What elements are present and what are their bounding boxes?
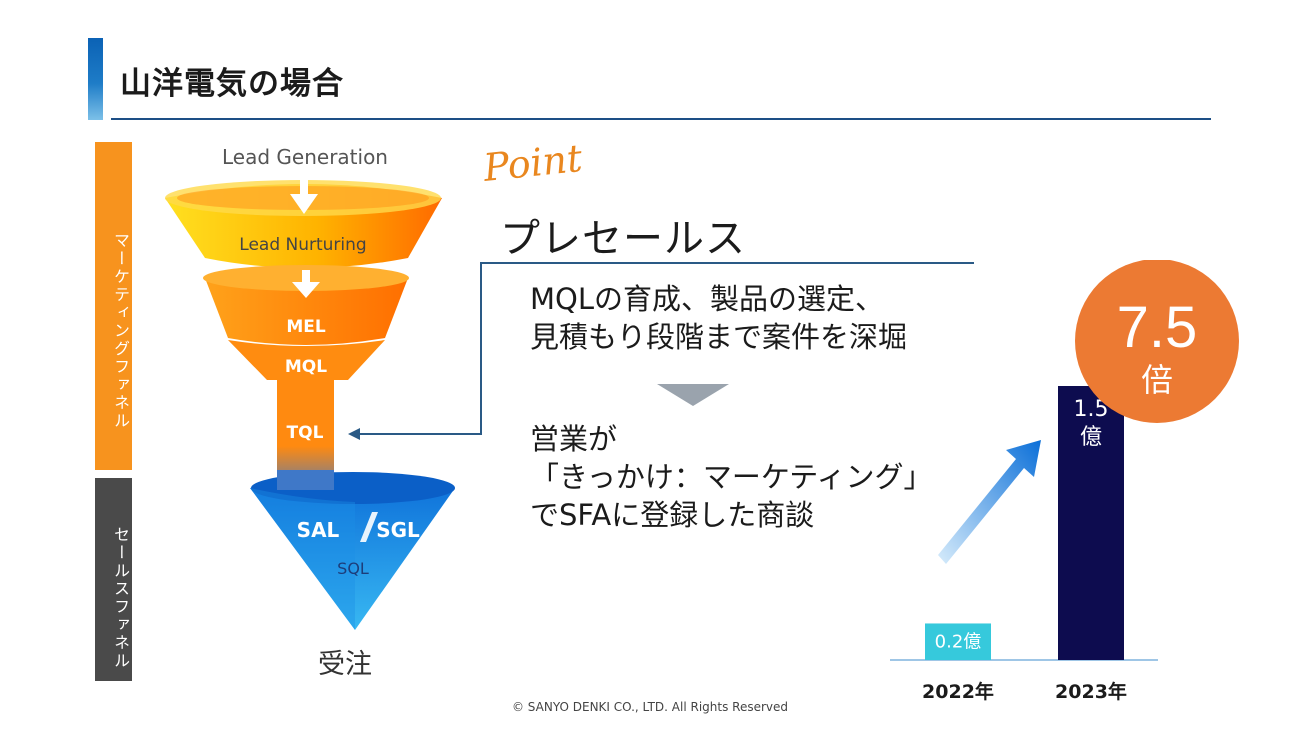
- funnel-sql-label: SQL: [337, 559, 369, 578]
- multiplier-unit: 倍: [1141, 361, 1173, 399]
- bar-2022年: [925, 623, 991, 660]
- description-line: MQLの育成、製品の選定、: [530, 282, 885, 316]
- title-accent-bar: [88, 38, 103, 120]
- order-label: 受注: [318, 649, 372, 680]
- bar-2023年: [1058, 386, 1124, 660]
- funnel-mel-label: MEL: [286, 317, 326, 337]
- presales-heading: プレセールス: [500, 216, 746, 262]
- multiplier-value: 7.5: [1117, 295, 1198, 360]
- funnel-sgl-label: SGL: [376, 518, 420, 542]
- page-title: 山洋電気の場合: [120, 66, 344, 102]
- marketing-funnel-label: マーケティングファネル: [95, 142, 132, 470]
- description-line: 見積もり段階まで案件を深堀: [530, 320, 908, 354]
- description-line: 「きっかけ：マーケティング」: [530, 460, 933, 494]
- title-divider: [111, 118, 1211, 120]
- point-divider: [480, 262, 974, 264]
- funnel-tql-label: TQL: [287, 423, 324, 443]
- funnel-sales-cone: [250, 479, 455, 630]
- funnel-mql-label: MQL: [285, 357, 327, 377]
- point-script-label: Point: [481, 135, 585, 190]
- connector-line: [480, 262, 482, 434]
- copyright-footer: © SANYO DENKI CO., LTD. All Rights Reser…: [511, 700, 789, 714]
- connector-line: [356, 433, 482, 435]
- sales-funnel-label: セールスファネル: [95, 478, 132, 681]
- funnel-nurturing-label: Lead Nurturing: [239, 235, 366, 255]
- description-line: でSFAに登録した商談: [530, 498, 815, 532]
- bar-value-label: 0.2億: [935, 631, 982, 652]
- funnel-mql-section: [228, 340, 385, 380]
- growth-arrow-icon: [938, 440, 1041, 564]
- bar-value-unit: 億: [1080, 425, 1102, 450]
- funnel-diagram: Lead Generation Lead Nurturing MEL MQL T…: [165, 145, 455, 630]
- funnel-sal-label: SAL: [297, 518, 340, 542]
- presales-description: MQLの育成、製品の選定、 見積もり段階まで案件を深堀: [530, 280, 907, 356]
- description-line: 営業が: [530, 422, 618, 456]
- down-arrow-icon: [292, 282, 320, 298]
- result-description: 営業が 「きっかけ：マーケティング」 でSFAに登録した商談: [530, 420, 933, 534]
- down-triangle-icon: [657, 384, 729, 406]
- funnel-top-label: Lead Generation: [222, 145, 388, 169]
- multiplier-badge: 7.5 倍: [1075, 260, 1239, 423]
- category-label: 2023年: [1055, 680, 1127, 703]
- category-label: 2022年: [922, 680, 994, 703]
- left-arrow-icon: [348, 428, 360, 440]
